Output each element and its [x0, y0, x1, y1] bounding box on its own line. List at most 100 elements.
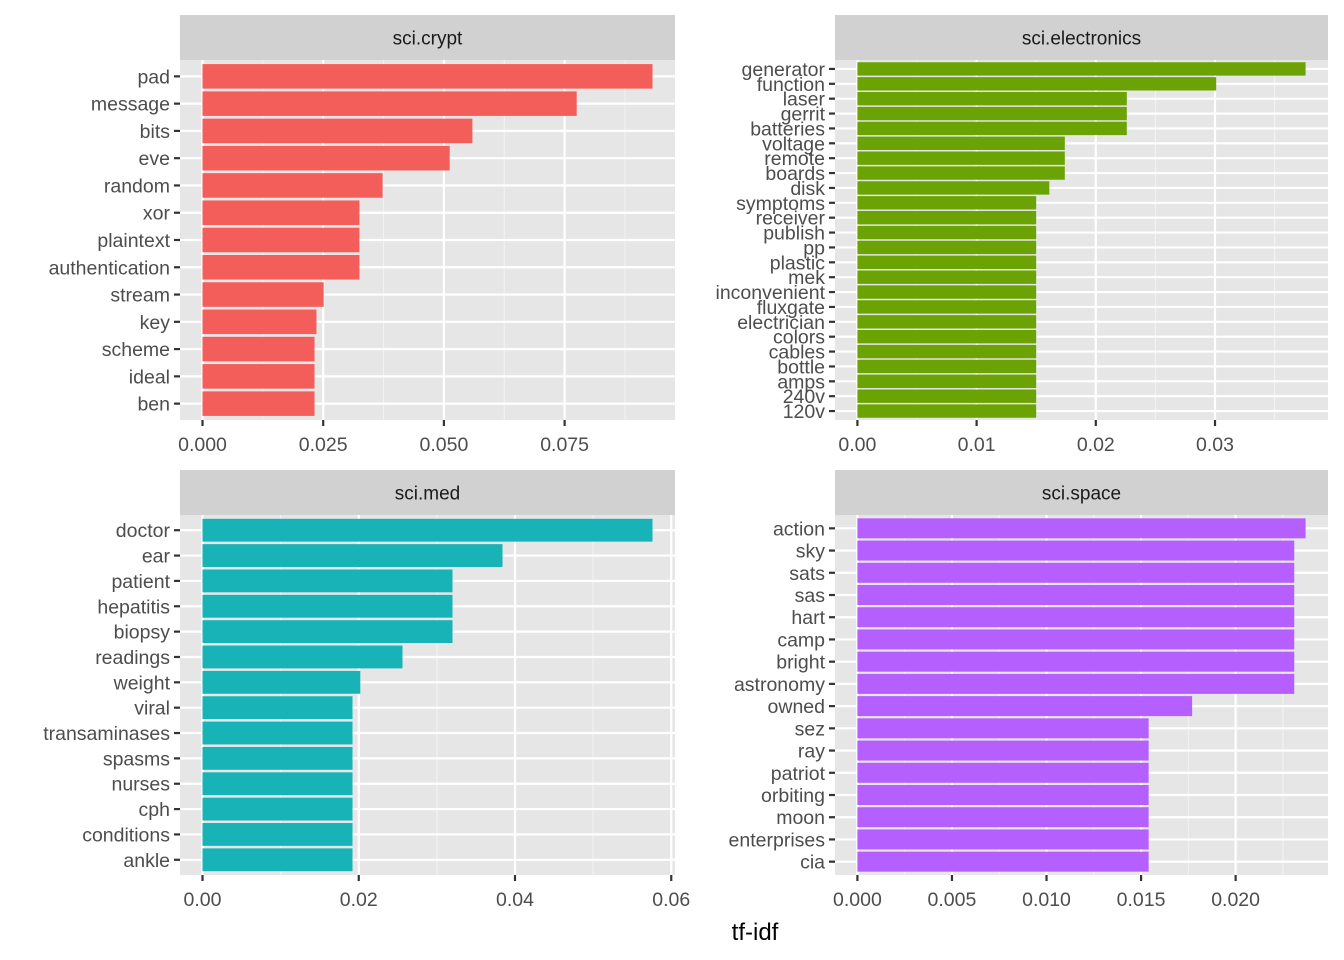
bar-random	[202, 173, 383, 198]
x-tick-label: 0.075	[540, 434, 589, 456]
bar-ankle	[202, 848, 353, 872]
x-tick-label: 0.020	[1211, 889, 1260, 911]
bar-sky	[857, 540, 1295, 561]
bar-enterprises	[857, 829, 1149, 850]
x-tick-label: 0.025	[299, 434, 348, 456]
bar-function	[857, 77, 1217, 91]
bar-symptoms	[857, 196, 1037, 210]
y-tick-label: symptoms	[736, 193, 825, 215]
y-tick-label: stream	[110, 285, 170, 307]
y-tick-label: conditions	[82, 824, 170, 846]
x-tick-label: 0.00	[838, 434, 876, 456]
x-tick-label: 0.02	[340, 889, 378, 911]
facet-strip-title: sci.med	[395, 484, 460, 505]
y-tick-label: plaintext	[97, 230, 170, 252]
x-tick-label: 0.01	[958, 434, 996, 456]
x-tick-label: 0.000	[833, 889, 882, 911]
bar-ideal	[202, 364, 315, 389]
x-tick-label: 0.050	[420, 434, 469, 456]
y-tick-label: sez	[795, 718, 825, 740]
bar-eve	[202, 145, 450, 171]
bar-120v	[857, 404, 1037, 418]
y-tick-label: fluxgate	[757, 297, 825, 319]
bar-astronomy	[857, 673, 1295, 694]
bar-publish	[857, 225, 1037, 240]
x-tick-label: 0.03	[1196, 434, 1234, 456]
bar-xor	[202, 200, 360, 225]
y-tick-label: weight	[113, 672, 171, 694]
bar-bits	[202, 118, 473, 144]
y-tick-label: nurses	[111, 774, 170, 796]
y-tick-label: generator	[742, 59, 826, 81]
y-tick-label: astronomy	[734, 674, 825, 696]
bar-stream	[202, 282, 324, 307]
bar-readings	[202, 645, 403, 669]
facet-strip-title: sci.crypt	[393, 29, 463, 50]
y-tick-label: cables	[769, 342, 826, 364]
y-tick-label: function	[757, 74, 825, 96]
y-tick-label: ear	[142, 546, 171, 568]
bar-weight	[202, 670, 361, 694]
y-tick-label: spasms	[103, 748, 170, 770]
y-tick-label: message	[91, 94, 170, 116]
bar-viral	[202, 696, 353, 720]
bar-spasms	[202, 746, 353, 770]
y-tick-label: cia	[800, 852, 825, 874]
y-tick-label: pp	[803, 237, 825, 259]
y-tick-label: owned	[768, 696, 825, 718]
bar-240v	[857, 389, 1037, 403]
y-tick-label: electrician	[737, 312, 825, 334]
facet-strip	[835, 15, 1328, 60]
bar-sas	[857, 585, 1295, 605]
bar-biopsy	[202, 620, 453, 644]
y-tick-label: ben	[137, 394, 170, 416]
bar-camp	[857, 629, 1295, 650]
y-tick-label: ray	[798, 741, 825, 763]
facet-strip	[180, 15, 675, 60]
y-tick-label: sas	[795, 585, 826, 607]
y-tick-label: bits	[140, 121, 171, 143]
bar-generator	[857, 62, 1306, 76]
x-tick-label: 0.04	[496, 889, 534, 911]
y-tick-label: patient	[111, 571, 170, 593]
bar-owned	[857, 696, 1193, 717]
bar-moon	[857, 807, 1149, 828]
y-tick-label: ankle	[123, 850, 170, 872]
y-tick-label: xor	[143, 203, 171, 225]
facet-panel-sci-med: sci.med doctor ear patient hepatitis biopsy re…	[43, 470, 690, 911]
y-tick-label: voltage	[762, 133, 825, 155]
x-tick-label: 0.02	[1077, 434, 1115, 456]
y-tick-label: patriot	[771, 763, 826, 785]
bar-sats	[857, 562, 1295, 583]
y-tick-label: 240v	[783, 386, 826, 408]
bar-cia	[857, 851, 1149, 872]
bar-mek	[857, 270, 1037, 284]
y-tick-label: bright	[776, 652, 825, 674]
y-tick-label: amps	[777, 371, 825, 393]
y-tick-label: hart	[791, 607, 825, 629]
bar-action	[857, 518, 1306, 539]
y-tick-label: action	[773, 518, 825, 540]
y-tick-label: enterprises	[729, 829, 826, 851]
bar-cables	[857, 344, 1037, 359]
bar-plastic	[857, 255, 1037, 270]
bar-pad	[202, 64, 653, 89]
bar-message	[202, 91, 577, 116]
facet-strip-title: sci.electronics	[1022, 29, 1141, 50]
y-tick-label: scheme	[102, 339, 170, 361]
y-tick-label: mek	[788, 267, 825, 289]
bar-boards	[857, 166, 1065, 180]
y-tick-label: readings	[95, 647, 170, 669]
y-tick-label: viral	[134, 698, 170, 720]
y-tick-label: cph	[139, 799, 170, 821]
facet-panel-sci-electronics: sci.electronics generatorfunctionlaserger…	[716, 15, 1328, 456]
bar-nurses	[202, 772, 353, 796]
y-tick-label: moon	[776, 807, 825, 829]
bar-ray	[857, 740, 1149, 761]
y-tick-label: boards	[765, 163, 825, 185]
bar-patriot	[857, 762, 1149, 783]
y-tick-label: sky	[796, 541, 826, 563]
x-tick-label: 0.00	[184, 889, 222, 911]
bar-receiver	[857, 210, 1037, 225]
